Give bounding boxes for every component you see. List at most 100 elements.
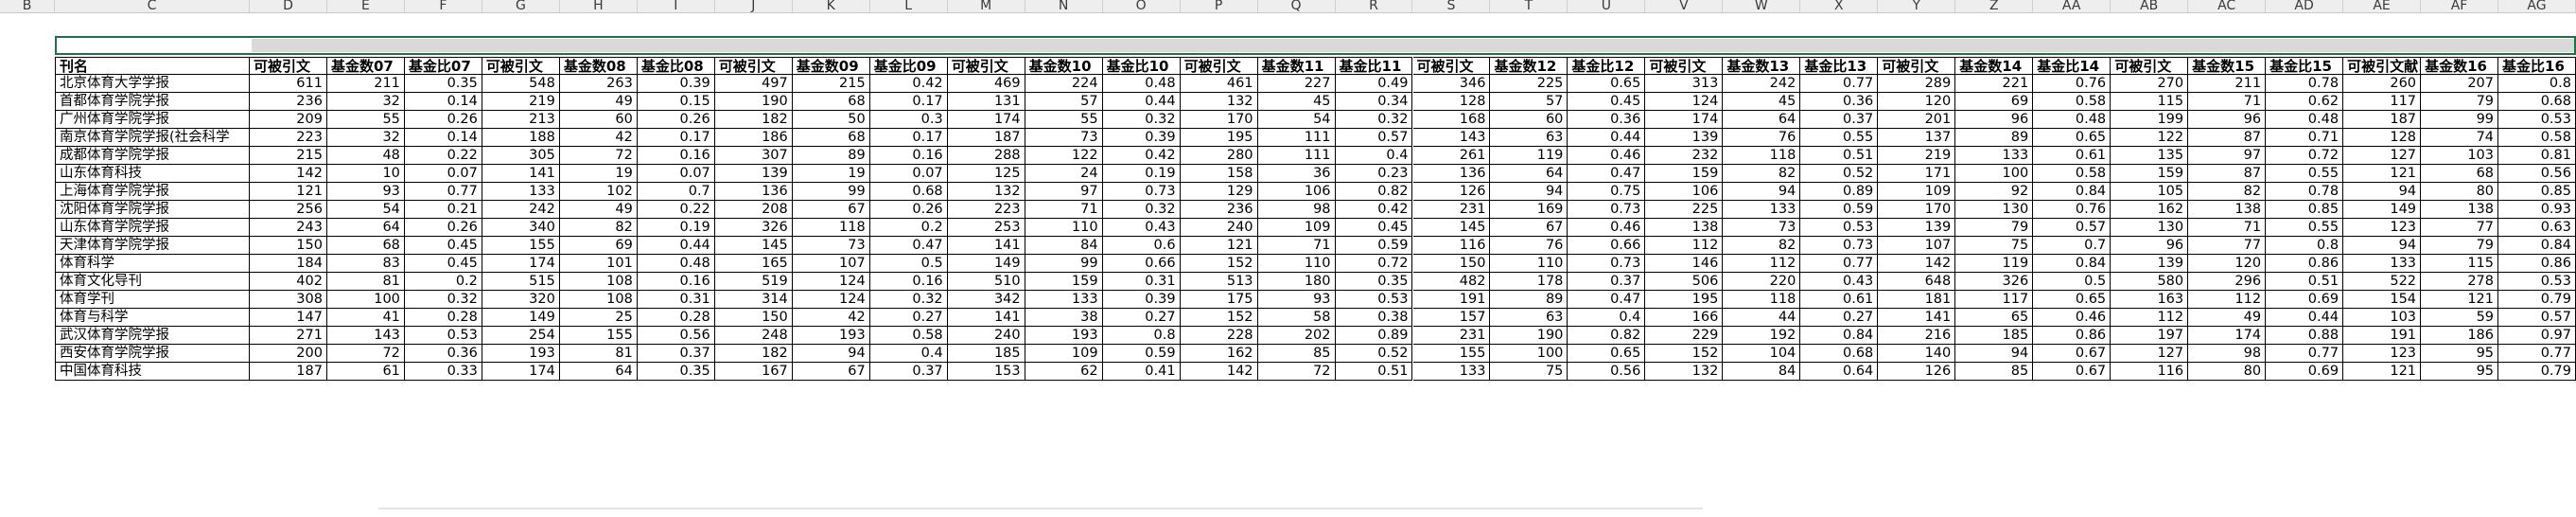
value-cell[interactable]: 87 [2188, 129, 2267, 147]
value-cell[interactable]: 68 [792, 93, 870, 111]
value-cell[interactable]: 0.37 [1568, 273, 1646, 291]
value-cell[interactable]: 0.15 [637, 93, 715, 111]
value-cell[interactable]: 0.62 [2266, 93, 2344, 111]
column-letter-E[interactable]: E [327, 0, 405, 12]
value-cell[interactable]: 0.58 [869, 327, 948, 345]
value-cell[interactable]: 0.14 [404, 129, 482, 147]
value-cell[interactable]: 130 [2111, 219, 2189, 237]
value-cell[interactable]: 0.8 [2498, 75, 2576, 93]
value-cell[interactable]: 76 [1723, 129, 1801, 147]
value-cell[interactable]: 107 [1878, 237, 1956, 255]
value-cell[interactable]: 0.53 [1800, 219, 1879, 237]
value-cell[interactable]: 193 [482, 345, 560, 363]
value-cell[interactable]: 104 [1723, 345, 1801, 363]
value-cell[interactable]: 0.35 [637, 363, 715, 381]
value-cell[interactable]: 171 [1878, 165, 1956, 183]
value-cell[interactable]: 326 [714, 219, 793, 237]
value-cell[interactable]: 188 [482, 129, 560, 147]
value-cell[interactable]: 225 [1490, 75, 1568, 93]
value-cell[interactable]: 65 [1955, 309, 2034, 327]
value-cell[interactable]: 69 [1955, 93, 2034, 111]
value-cell[interactable]: 0.5 [869, 255, 948, 273]
value-cell[interactable]: 0.79 [2498, 363, 2576, 381]
value-cell[interactable]: 167 [714, 363, 793, 381]
value-cell[interactable]: 111 [1257, 129, 1336, 147]
column-letter-Y[interactable]: Y [1878, 0, 1956, 12]
value-cell[interactable]: 159 [2111, 165, 2189, 183]
journal-name-cell[interactable]: 天津体育学院学报 [55, 237, 250, 255]
value-cell[interactable]: 162 [1180, 345, 1258, 363]
value-cell[interactable]: 0.44 [2266, 309, 2344, 327]
journal-name-cell[interactable]: 成都体育学院学报 [55, 147, 250, 165]
value-cell[interactable]: 187 [250, 363, 327, 381]
value-cell[interactable]: 0.37 [637, 345, 715, 363]
value-cell[interactable]: 155 [559, 327, 638, 345]
value-cell[interactable]: 116 [1412, 237, 1491, 255]
value-cell[interactable]: 0.27 [1102, 309, 1181, 327]
column-letter-V[interactable]: V [1645, 0, 1724, 12]
column-letter-S[interactable]: S [1413, 0, 1491, 12]
value-cell[interactable]: 127 [2111, 345, 2189, 363]
value-cell[interactable]: 0.33 [404, 363, 482, 381]
value-cell[interactable]: 120 [2188, 255, 2267, 273]
value-cell[interactable]: 126 [1412, 183, 1491, 201]
value-cell[interactable]: 0.68 [869, 183, 948, 201]
value-cell[interactable]: 32 [326, 129, 405, 147]
value-cell[interactable]: 54 [326, 201, 405, 219]
value-cell[interactable]: 278 [2421, 273, 2499, 291]
value-cell[interactable]: 207 [2421, 75, 2499, 93]
value-cell[interactable]: 121 [2343, 165, 2422, 183]
value-cell[interactable]: 0.66 [1568, 237, 1646, 255]
header-cell[interactable]: 基金比11 [1335, 57, 1413, 75]
value-cell[interactable]: 80 [2188, 363, 2267, 381]
value-cell[interactable]: 64 [1723, 111, 1801, 129]
value-cell[interactable]: 308 [250, 291, 327, 309]
value-cell[interactable]: 0.89 [1335, 327, 1413, 345]
column-letter-N[interactable]: N [1025, 0, 1103, 12]
value-cell[interactable]: 0.55 [2266, 219, 2344, 237]
value-cell[interactable]: 140 [1878, 345, 1956, 363]
value-cell[interactable]: 320 [482, 291, 560, 309]
value-cell[interactable]: 461 [1180, 75, 1258, 93]
value-cell[interactable]: 0.36 [1800, 93, 1879, 111]
value-cell[interactable]: 0.16 [869, 147, 948, 165]
column-letter-AB[interactable]: AB [2111, 0, 2189, 12]
value-cell[interactable]: 96 [1955, 111, 2034, 129]
value-cell[interactable]: 163 [2111, 291, 2189, 309]
value-cell[interactable]: 174 [2188, 327, 2267, 345]
value-cell[interactable]: 0.48 [2266, 111, 2344, 129]
journal-name-cell[interactable]: 中国体育科技 [55, 363, 250, 381]
value-cell[interactable]: 0.46 [2033, 309, 2112, 327]
value-cell[interactable]: 154 [2343, 291, 2422, 309]
value-cell[interactable]: 0.35 [404, 75, 482, 93]
value-cell[interactable]: 60 [1490, 111, 1568, 129]
value-cell[interactable]: 112 [1723, 255, 1801, 273]
value-cell[interactable]: 190 [1490, 327, 1568, 345]
value-cell[interactable]: 106 [1257, 183, 1336, 201]
value-cell[interactable]: 0.37 [869, 363, 948, 381]
header-cell[interactable]: 基金数07 [326, 57, 405, 75]
value-cell[interactable]: 135 [2111, 147, 2189, 165]
value-cell[interactable]: 213 [482, 111, 560, 129]
value-cell[interactable]: 0.73 [1800, 237, 1879, 255]
value-cell[interactable]: 0.8 [1102, 327, 1181, 345]
header-cell[interactable]: 基金比13 [1800, 57, 1879, 75]
value-cell[interactable]: 0.65 [1568, 75, 1646, 93]
value-cell[interactable]: 115 [2111, 93, 2189, 111]
value-cell[interactable]: 19 [559, 165, 638, 183]
value-cell[interactable]: 0.93 [2498, 201, 2576, 219]
journal-name-cell[interactable]: 山东体育学院学报 [55, 219, 250, 237]
value-cell[interactable]: 49 [559, 93, 638, 111]
value-cell[interactable]: 109 [1257, 219, 1336, 237]
value-cell[interactable]: 513 [1180, 273, 1258, 291]
value-cell[interactable]: 133 [1955, 147, 2034, 165]
value-cell[interactable]: 110 [1490, 255, 1568, 273]
value-cell[interactable]: 137 [1878, 129, 1956, 147]
column-letter-M[interactable]: M [948, 0, 1025, 12]
value-cell[interactable]: 133 [1025, 291, 1103, 309]
value-cell[interactable]: 0.4 [869, 345, 948, 363]
value-cell[interactable]: 128 [1412, 93, 1491, 111]
value-cell[interactable]: 288 [947, 147, 1025, 165]
value-cell[interactable]: 0.56 [2498, 165, 2576, 183]
value-cell[interactable]: 231 [1412, 327, 1491, 345]
